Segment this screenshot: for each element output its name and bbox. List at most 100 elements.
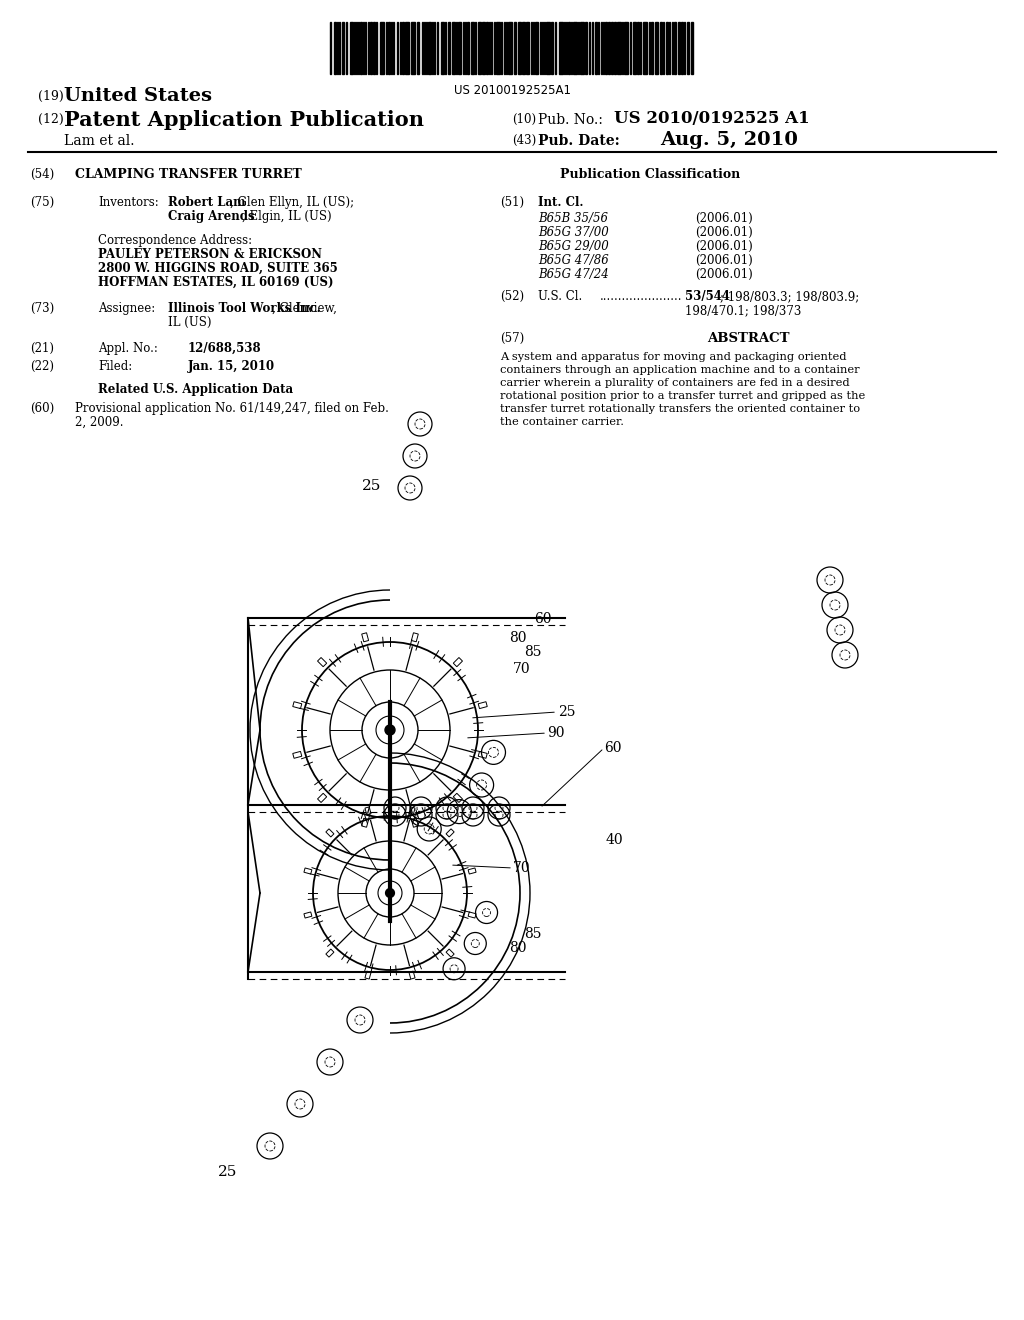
Text: 80: 80 <box>509 941 526 954</box>
Bar <box>651 22 653 74</box>
Text: 25: 25 <box>218 1166 238 1179</box>
Text: (21): (21) <box>30 342 54 355</box>
Bar <box>559 22 563 74</box>
Bar <box>608 22 610 74</box>
Text: , Glen Ellyn, IL (US);: , Glen Ellyn, IL (US); <box>230 195 354 209</box>
Text: (19): (19) <box>38 90 63 103</box>
Text: US 20100192525A1: US 20100192525A1 <box>454 84 570 96</box>
Text: (2006.01): (2006.01) <box>695 253 753 267</box>
Text: Inventors:: Inventors: <box>98 195 159 209</box>
Bar <box>611 22 613 74</box>
Bar <box>467 22 469 74</box>
Text: carrier wherein a plurality of containers are fed in a desired: carrier wherein a plurality of container… <box>500 378 850 388</box>
Bar <box>614 22 616 74</box>
Text: Craig Arends: Craig Arends <box>168 210 255 223</box>
Text: the container carrier.: the container carrier. <box>500 417 624 426</box>
Text: 25: 25 <box>362 479 381 492</box>
Text: (2006.01): (2006.01) <box>695 240 753 253</box>
Text: Filed:: Filed: <box>98 360 132 374</box>
Bar <box>624 22 628 74</box>
Text: 2800 W. HIGGINS ROAD, SUITE 365: 2800 W. HIGGINS ROAD, SUITE 365 <box>98 261 338 275</box>
Text: (60): (60) <box>30 403 54 414</box>
Bar <box>551 22 553 74</box>
Text: Illinois Tool Works Inc.: Illinois Tool Works Inc. <box>168 302 321 315</box>
Bar <box>486 22 488 74</box>
Bar <box>522 22 525 74</box>
Bar <box>411 22 415 74</box>
Text: 2, 2009.: 2, 2009. <box>75 416 124 429</box>
Text: B65G 37/00: B65G 37/00 <box>538 226 608 239</box>
Bar <box>585 22 587 74</box>
Text: 53/544: 53/544 <box>685 290 730 304</box>
Text: A system and apparatus for moving and packaging oriented: A system and apparatus for moving and pa… <box>500 352 847 362</box>
Text: Related U.S. Application Data: Related U.S. Application Data <box>98 383 293 396</box>
Text: Correspondence Address:: Correspondence Address: <box>98 234 252 247</box>
Bar <box>342 22 344 74</box>
Text: 80: 80 <box>509 631 526 645</box>
Text: 70: 70 <box>513 663 530 676</box>
Bar <box>334 22 336 74</box>
Bar <box>681 22 683 74</box>
Bar <box>674 22 676 74</box>
Bar <box>360 22 362 74</box>
Text: B65G 47/24: B65G 47/24 <box>538 268 608 281</box>
Bar <box>428 22 431 74</box>
Text: 85: 85 <box>524 927 542 941</box>
Bar <box>637 22 639 74</box>
Text: transfer turret rotationally transfers the oriented container to: transfer turret rotationally transfers t… <box>500 404 860 414</box>
Text: (51): (51) <box>500 195 524 209</box>
Text: rotational position prior to a transfer turret and gripped as the: rotational position prior to a transfer … <box>500 391 865 401</box>
Text: HOFFMAN ESTATES, IL 60169 (US): HOFFMAN ESTATES, IL 60169 (US) <box>98 276 334 289</box>
Text: Aug. 5, 2010: Aug. 5, 2010 <box>660 131 798 149</box>
Text: (2006.01): (2006.01) <box>695 226 753 239</box>
Bar <box>388 22 390 74</box>
Bar <box>666 22 668 74</box>
Bar <box>643 22 647 74</box>
Text: 40: 40 <box>606 833 624 847</box>
Text: (73): (73) <box>30 302 54 315</box>
Text: 90: 90 <box>547 726 564 741</box>
Bar <box>478 22 481 74</box>
Bar <box>691 22 693 74</box>
Bar <box>568 22 570 74</box>
Text: 70: 70 <box>513 861 530 875</box>
Text: Appl. No.:: Appl. No.: <box>98 342 158 355</box>
Bar <box>535 22 538 74</box>
Text: B65G 29/00: B65G 29/00 <box>538 240 608 253</box>
Bar <box>370 22 372 74</box>
Text: B65B 35/56: B65B 35/56 <box>538 213 608 224</box>
Text: U.S. Cl.: U.S. Cl. <box>538 290 583 304</box>
Text: (43): (43) <box>512 135 537 147</box>
Text: (2006.01): (2006.01) <box>695 213 753 224</box>
Text: US 2010/0192525 A1: US 2010/0192525 A1 <box>614 110 810 127</box>
Text: 60: 60 <box>534 612 552 626</box>
Bar <box>526 22 529 74</box>
Bar <box>595 22 597 74</box>
Text: , Elgin, IL (US): , Elgin, IL (US) <box>242 210 332 223</box>
Bar <box>633 22 636 74</box>
Text: United States: United States <box>63 87 212 106</box>
Bar <box>660 22 662 74</box>
Bar <box>605 22 607 74</box>
Text: ......................: ...................... <box>600 290 683 304</box>
Text: Int. Cl.: Int. Cl. <box>538 195 584 209</box>
Text: (10): (10) <box>512 114 537 125</box>
Text: , Glenview,: , Glenview, <box>272 302 337 315</box>
Text: 12/688,538: 12/688,538 <box>188 342 261 355</box>
Bar <box>458 22 461 74</box>
Bar <box>452 22 455 74</box>
Circle shape <box>386 888 394 898</box>
Bar <box>482 22 485 74</box>
Bar <box>471 22 474 74</box>
Bar <box>655 22 658 74</box>
Text: IL (US): IL (US) <box>168 315 212 329</box>
Text: containers through an application machine and to a container: containers through an application machin… <box>500 366 859 375</box>
Text: Provisional application No. 61/149,247, filed on Feb.: Provisional application No. 61/149,247, … <box>75 403 389 414</box>
Text: (57): (57) <box>500 333 524 345</box>
Circle shape <box>385 725 395 735</box>
Text: Robert Lam: Robert Lam <box>168 195 246 209</box>
Text: (54): (54) <box>30 168 54 181</box>
Text: Jan. 15, 2010: Jan. 15, 2010 <box>188 360 275 374</box>
Bar <box>508 22 512 74</box>
Text: 60: 60 <box>604 741 622 755</box>
